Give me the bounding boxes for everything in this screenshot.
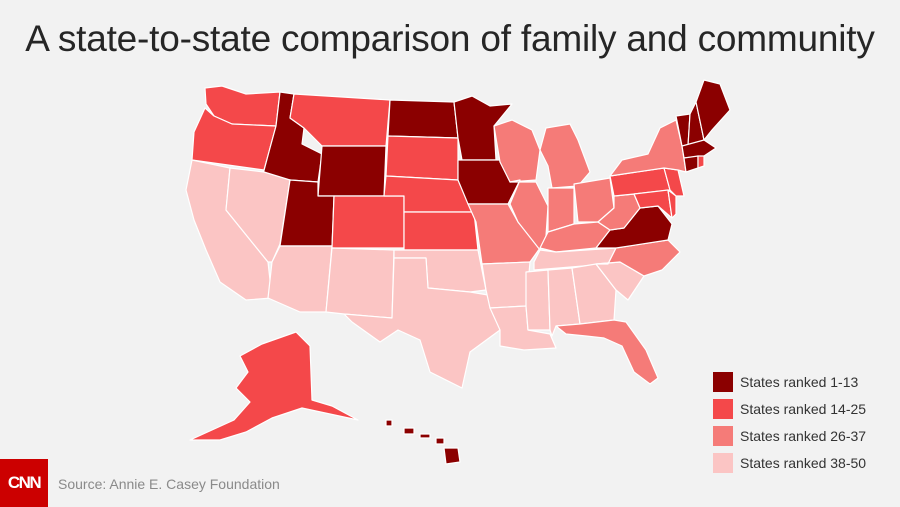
state-ar [481, 261, 531, 309]
state-tx [343, 257, 501, 389]
legend-swatch-tier1 [713, 371, 733, 392]
state-ms [525, 269, 551, 331]
legend-item-tier1: States ranked 1-13 [713, 368, 866, 395]
legend-swatch-tier2 [713, 398, 733, 419]
state-ct [683, 155, 699, 173]
state-fl [555, 319, 659, 385]
state-md [633, 189, 673, 219]
state-ri [697, 155, 705, 169]
state-sd [385, 135, 459, 181]
map-legend: States ranked 1-13 States ranked 14-25 S… [713, 368, 866, 476]
state-ga [571, 263, 617, 325]
legend-item-tier2: States ranked 14-25 [713, 395, 866, 422]
legend-item-tier3: States ranked 26-37 [713, 422, 866, 449]
cnn-logo: CNN [0, 459, 48, 507]
state-wi [493, 119, 541, 183]
state-mt [289, 93, 391, 147]
legend-label-tier2: States ranked 14-25 [740, 400, 867, 417]
state-ks [403, 211, 479, 251]
legend-label-tier3: States ranked 26-37 [740, 427, 867, 444]
map-title: A state-to-state comparison of family an… [25, 18, 875, 59]
state-wy [317, 145, 387, 197]
legend-label-tier4: States ranked 38-50 [740, 454, 867, 471]
legend-swatch-tier4 [713, 452, 733, 473]
state-az [267, 245, 333, 313]
state-ma [681, 139, 717, 159]
source-credit: Source: Annie E. Casey Foundation [58, 476, 280, 492]
state-ak [189, 331, 359, 441]
state-mi [539, 123, 591, 189]
legend-swatch-tier3 [713, 425, 733, 446]
state-nm [325, 247, 395, 319]
state-nd [387, 99, 459, 139]
legend-item-tier4: States ranked 38-50 [713, 449, 866, 476]
legend-label-tier1: States ranked 1-13 [740, 373, 859, 390]
state-mo [467, 203, 541, 265]
state-hi [385, 419, 461, 465]
state-co [331, 195, 405, 249]
state-ny [609, 119, 687, 177]
